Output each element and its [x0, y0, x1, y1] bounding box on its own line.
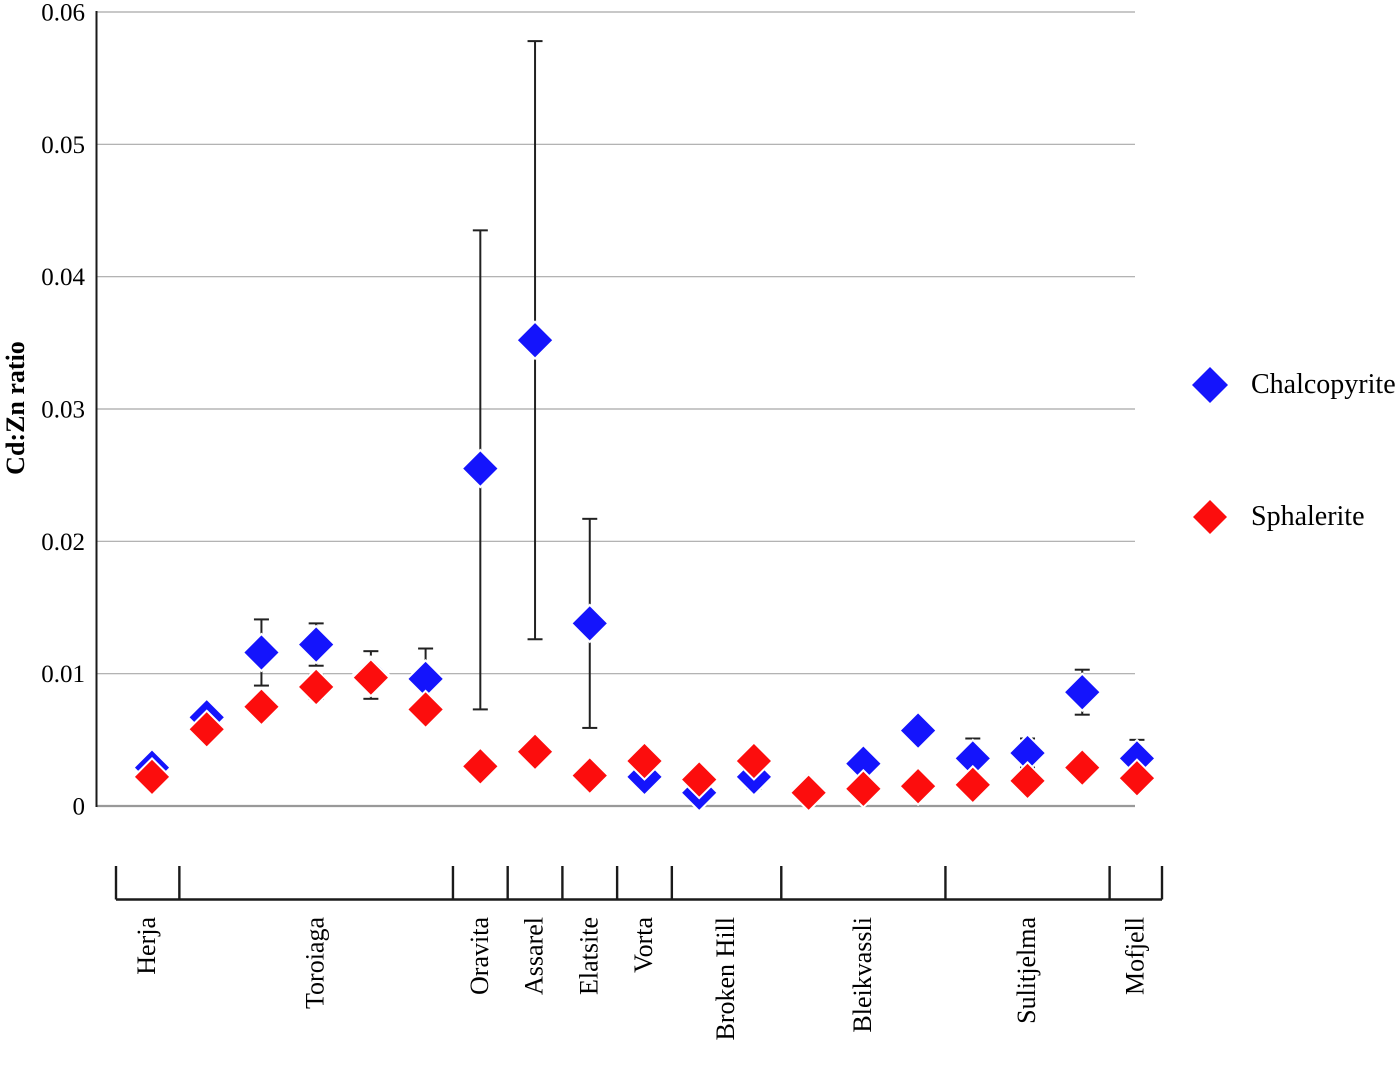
x-group-label: Assarel: [520, 917, 549, 995]
y-tick-label: 0.01: [41, 661, 85, 688]
legend-item-chalcopyrite: Chalcopyrite: [1189, 364, 1396, 406]
sphalerite-marker: [952, 764, 993, 805]
x-group-label: Toroiaga: [301, 917, 330, 1009]
chalcopyrite-marker: [241, 632, 282, 673]
x-group-label: Sulitjelma: [1012, 917, 1041, 1024]
y-tick-label: 0.05: [41, 132, 85, 159]
chalcopyrite-marker: [569, 603, 610, 644]
chalcopyrite-marker: [460, 448, 501, 489]
chalcopyrite-marker: [898, 710, 938, 751]
y-tick-label: 0: [73, 794, 86, 821]
x-group-label: Mofjell: [1120, 917, 1149, 995]
sphalerite-marker: [1062, 747, 1103, 788]
y-axis-title: Cd:Zn ratio: [1, 341, 30, 475]
chalcopyrite-marker: [515, 320, 555, 361]
sphalerite-marker: [734, 741, 774, 781]
sphalerite-marker: [1007, 760, 1048, 801]
x-group-label: Herja: [132, 917, 161, 975]
sphalerite-marker: [569, 755, 610, 796]
y-tick-label: 0.03: [41, 397, 85, 424]
sphalerite-diamond-shape: [1193, 500, 1227, 534]
legend-label-chalcopyrite: Chalcopyrite: [1251, 369, 1396, 400]
sphalerite-marker: [132, 756, 172, 797]
chalcopyrite-marker: [1062, 672, 1103, 713]
x-group-label: Elatsite: [574, 917, 603, 995]
sphalerite-marker: [460, 746, 501, 787]
sphalerite-marker: [350, 657, 391, 698]
legend-label-sphalerite: Sphalerite: [1251, 501, 1365, 532]
sphalerite-marker: [788, 772, 829, 813]
sphalerite-marker: [1117, 758, 1157, 799]
chalcopyrite-diamond-shape: [1192, 367, 1228, 403]
sphalerite-marker: [679, 759, 720, 800]
x-group-label: Oravita: [465, 917, 494, 995]
sphalerite-marker: [405, 689, 446, 730]
chalcopyrite-marker: [296, 624, 337, 665]
legend-item-sphalerite: Sphalerite: [1189, 496, 1365, 538]
chalcopyrite-diamond-icon: [1192, 367, 1228, 403]
y-tick-label: 0.02: [41, 529, 85, 556]
sphalerite-marker: [515, 731, 555, 772]
sphalerite-marker: [843, 768, 884, 809]
sphalerite-marker: [241, 686, 282, 727]
sphalerite-diamond-icon: [1193, 500, 1227, 534]
sphalerite-marker: [186, 709, 227, 750]
y-tick-label: 0.04: [41, 264, 85, 291]
x-group-label: Vorta: [629, 917, 658, 973]
sphalerite-marker: [624, 741, 665, 781]
y-tick-label: 0.06: [41, 0, 85, 27]
x-group-label: Broken Hill: [711, 917, 740, 1041]
sphalerite-marker: [296, 666, 337, 707]
sphalerite-marker: [898, 766, 938, 807]
x-group-label: Bleikvassli: [848, 917, 877, 1033]
